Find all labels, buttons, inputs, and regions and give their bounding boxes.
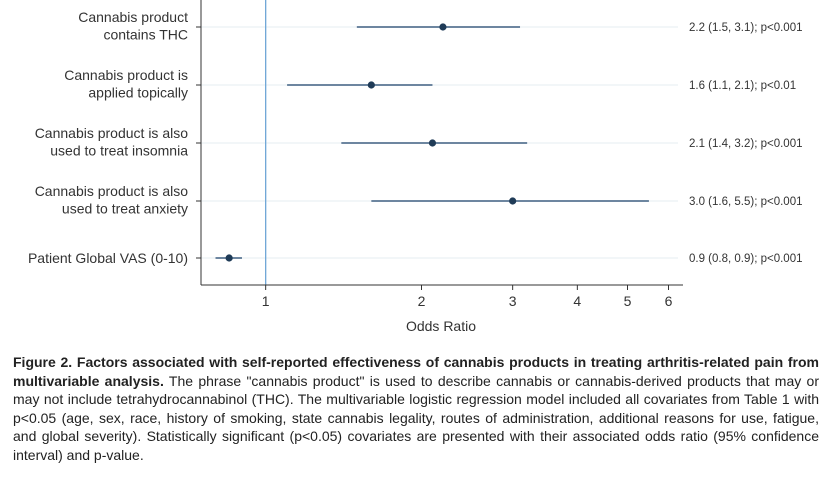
x-axis-title: Odds Ratio	[406, 318, 476, 334]
row-annotation: 3.0 (1.6, 5.5); p<0.001	[689, 196, 802, 208]
odds-ratio-point	[439, 23, 447, 31]
caption-bold-title: Figure 2. Factors associated with self-r…	[13, 354, 819, 389]
row-annotation: 2.1 (1.4, 3.2); p<0.001	[689, 138, 802, 150]
row-label-line: applied topically	[88, 85, 188, 101]
x-tick-label: 2	[418, 293, 426, 309]
row-label-line: Cannabis product is also	[35, 183, 189, 199]
row-annotation: 2.2 (1.5, 3.1); p<0.001	[689, 22, 802, 34]
odds-ratio-point	[367, 81, 375, 89]
caption-body: The phrase "cannabis product" is used to…	[13, 372, 820, 463]
figure-caption: Figure 2. Factors associated with self-r…	[13, 353, 819, 465]
x-tick-label: 3	[509, 293, 517, 309]
x-tick-label: 6	[665, 293, 673, 309]
x-tick-label: 5	[624, 293, 632, 309]
row-label-line: Cannabis product is	[64, 67, 188, 83]
x-tick-label: 1	[262, 293, 270, 309]
row-label-line: Cannabis product	[78, 9, 188, 25]
row-label-line: used to treat anxiety	[62, 201, 188, 217]
odds-ratio-point	[428, 139, 437, 147]
chart-marks	[215, 23, 649, 262]
axes: 1 2 3 4 5 6	[196, 0, 683, 309]
row-label-line: Cannabis product is also	[35, 125, 189, 141]
odds-ratio-point	[225, 254, 233, 262]
row-label-line: Patient Global VAS (0-10)	[28, 250, 188, 266]
odds-ratio-point	[509, 197, 517, 205]
category-labels: Cannabis product contains THC Cannabis pro…	[28, 9, 188, 266]
x-tick-label: 4	[573, 293, 581, 309]
row-label-line: used to treat insomnia	[50, 143, 188, 159]
row-annotation: 0.9 (0.8, 0.9); p<0.001	[689, 253, 802, 265]
annotations: 2.2 (1.5, 3.1); p<0.001 1.6 (1.1, 2.1); p…	[689, 22, 802, 265]
row-annotation: 1.6 (1.1, 2.1); p<0.01	[689, 80, 796, 92]
row-label-line: contains THC	[103, 27, 188, 43]
